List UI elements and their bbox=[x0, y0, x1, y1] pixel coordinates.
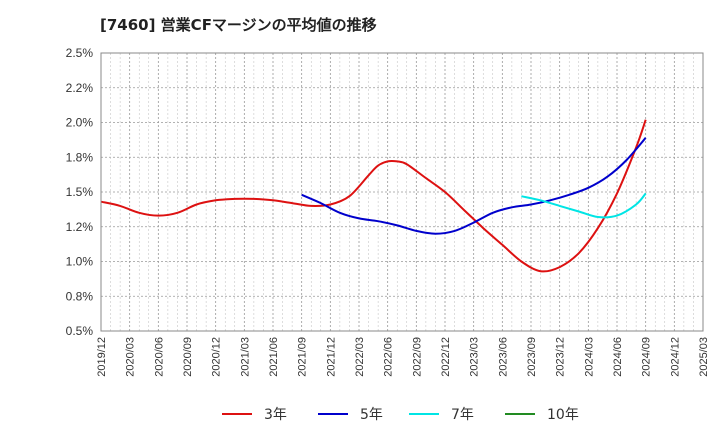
legend-label-0: 3年 bbox=[264, 407, 287, 423]
y-tick-label: 1.8% bbox=[66, 150, 94, 164]
x-tick-label: 2021/06 bbox=[268, 337, 280, 377]
series-line-1 bbox=[301, 137, 647, 235]
x-tick-label: 2021/09 bbox=[297, 337, 309, 377]
x-tick-label: 2023/06 bbox=[497, 337, 509, 377]
x-tick-label: 2022/06 bbox=[383, 337, 395, 377]
plot-frame bbox=[100, 52, 704, 332]
x-tick-label: 2021/03 bbox=[239, 337, 251, 377]
y-tick-label: 1.5% bbox=[66, 185, 94, 199]
x-tick-label: 2020/03 bbox=[125, 337, 137, 377]
y-tick-label: 1.2% bbox=[66, 220, 94, 234]
x-tick-label: 2023/12 bbox=[555, 337, 567, 377]
x-tick-label: 2022/12 bbox=[440, 337, 452, 377]
x-tick-label: 2024/03 bbox=[583, 337, 595, 377]
y-tick-label: 2.0% bbox=[66, 116, 94, 130]
y-tick-label: 0.8% bbox=[66, 289, 94, 303]
y-tick-label: 0.5% bbox=[66, 324, 94, 338]
y-tick-label: 2.5% bbox=[66, 46, 94, 60]
y-tick-label: 2.2% bbox=[66, 81, 94, 95]
x-tick-label: 2020/06 bbox=[153, 337, 165, 377]
y-tick-label: 1.0% bbox=[66, 255, 94, 269]
x-tick-label: 2021/12 bbox=[325, 337, 337, 377]
x-tick-label: 2025/03 bbox=[698, 337, 710, 377]
legend: 3年 5年 7年 10年 bbox=[222, 407, 579, 423]
x-tick-label: 2019/12 bbox=[96, 337, 108, 377]
series-line-2 bbox=[521, 192, 647, 219]
legend-label-3: 10年 bbox=[547, 407, 579, 423]
x-axis: 2019/12 2020/03 2020/06 2020/09 2020/12 2021/… bbox=[96, 337, 710, 377]
x-tick-label: 2020/12 bbox=[211, 337, 223, 377]
x-tick-label: 2024/06 bbox=[612, 337, 624, 377]
series-lines bbox=[100, 119, 647, 273]
y-axis: 0.5% 0.8% 1.0% 1.2% 1.5% 1.8% 2.0% 2.2% 2.5% bbox=[66, 46, 94, 338]
x-tick-label: 2022/09 bbox=[411, 337, 423, 377]
chart-title: [7460] 営業CFマージンの平均値の推移 bbox=[100, 16, 377, 34]
x-tick-label: 2023/09 bbox=[526, 337, 538, 377]
legend-label-2: 7年 bbox=[451, 407, 474, 423]
x-tick-label: 2022/03 bbox=[354, 337, 366, 377]
grid bbox=[100, 52, 704, 332]
series-line-0 bbox=[100, 119, 647, 273]
x-tick-label: 2024/12 bbox=[669, 337, 681, 377]
legend-label-1: 5年 bbox=[360, 407, 383, 423]
x-tick-label: 2023/03 bbox=[469, 337, 481, 377]
x-tick-label: 2020/09 bbox=[182, 337, 194, 377]
x-tick-label: 2024/09 bbox=[641, 337, 653, 377]
